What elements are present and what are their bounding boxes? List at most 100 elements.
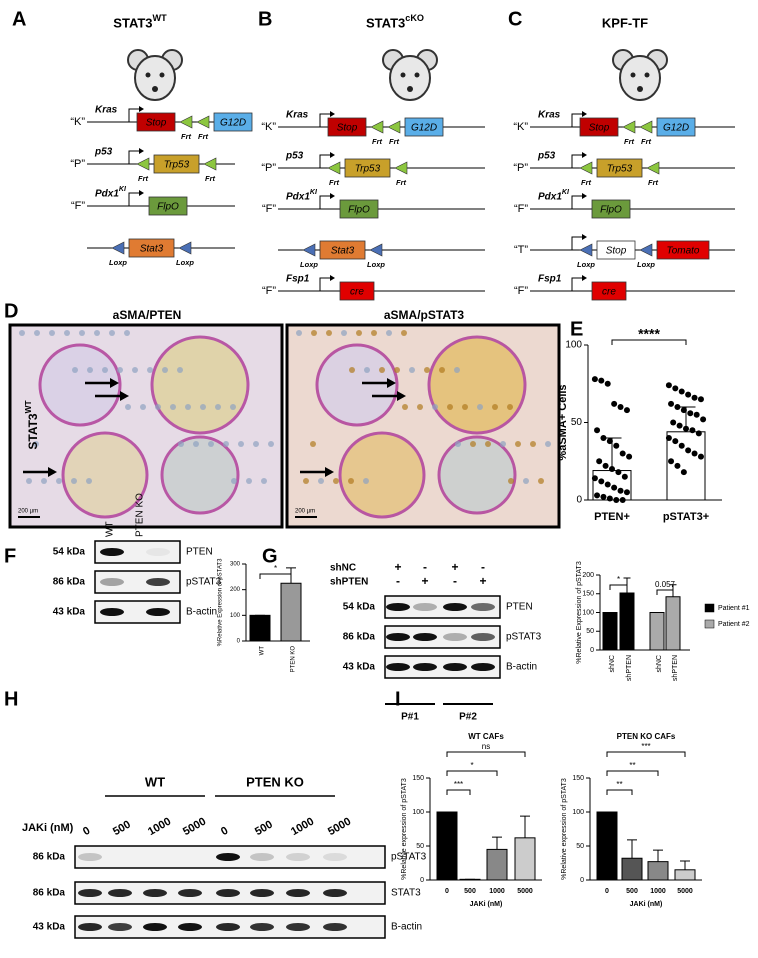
arrowhead [387,378,396,388]
x-tick-label: 500 [464,888,476,895]
nucleus [296,330,302,336]
promoter-arrowhead [582,234,587,240]
arrowhead [48,467,57,477]
x-tick-label: 1000 [489,888,505,895]
band-size: 86 kDa [343,632,376,643]
significance-label: **** [638,326,660,342]
bar [249,614,271,642]
x-tick-label: WT [260,646,266,656]
row-label: “T” [514,244,528,256]
gene-box-label: Tomato [667,246,700,257]
condition-name: shNC [330,563,356,574]
lane-label: 1000 [146,815,173,838]
chart-title: WT CAFs [468,732,504,741]
nucleus [231,478,237,484]
gene-box-label: FlpO [157,202,179,213]
significance-label: * [617,575,620,584]
nucleus [49,330,55,336]
x-tick-label: 5000 [517,888,533,895]
promoter-arrowhead [330,193,335,199]
error-bar [680,860,690,870]
band [386,663,410,671]
promoter-arrow [571,154,582,168]
y-tick-label: 150 [572,775,584,782]
x-tick-label: shPTEN [672,655,679,681]
gene-box [213,112,253,132]
promoter-arrow [571,277,582,291]
gene-box [319,240,366,260]
data-point [691,394,698,401]
data-point [680,407,687,414]
recombination-site [639,120,653,134]
y-tick-label: 0 [237,639,241,645]
x-tick-label: 0 [445,888,449,895]
band [286,889,310,897]
gene-box-label: Trp53 [164,160,190,171]
band [250,889,274,897]
data-point [617,404,624,410]
gene-box [579,117,619,137]
protein-label: STAT3 [391,888,421,899]
gene-box-label: Stop [337,123,358,134]
nucleus [41,478,47,484]
site-label: Loxp [109,258,127,267]
band [146,548,170,556]
nucleus [508,478,514,484]
nucleus [94,330,100,336]
significance-bracket [446,770,498,776]
mouse-nose [407,86,413,92]
bar [649,612,665,651]
gene-box-label: G12D [220,118,246,129]
superscript: KI [119,186,127,193]
data-point [668,400,675,407]
group-label: P#1 [401,712,419,723]
data-point [606,495,613,502]
data-point [602,462,609,469]
x-tick-label: 0 [605,888,609,895]
scale-label: 200 µm [295,509,315,515]
y-tick-label: 100 [582,609,594,616]
promoter-arrowhead [139,190,144,196]
recombination-site [369,243,383,257]
significance-label: ** [616,780,622,789]
recombination-site [327,161,341,175]
data-point [609,466,615,472]
condition-mark: - [453,574,457,588]
site-label: Frt [624,137,635,146]
superscript: KI [562,189,570,196]
gene-box-label: Stop [589,123,610,134]
data-point [680,469,687,476]
panel-letter: D [4,300,18,322]
data-point [676,422,683,429]
panel-letter: C [508,8,522,30]
superscript: WT [23,399,33,413]
band [471,603,495,611]
nucleus [87,367,93,373]
site-label: Frt [198,132,209,141]
band [146,608,170,616]
lane-label: 500 [253,819,275,839]
data-point [678,442,685,449]
y-tick-label: 100 [565,340,582,351]
bar [486,848,508,881]
bar [665,596,681,651]
nucleus [238,441,244,447]
nucleus [363,478,369,484]
data-point [670,419,677,426]
data-point [697,453,704,460]
recombination-site [136,157,150,171]
band [323,853,347,861]
micrograph [8,323,284,529]
gene-box [656,240,710,260]
promoter-arrow [128,192,139,206]
gene-name: p53 [285,151,304,162]
tissue-structure [38,343,122,427]
lane-label: PTEN KO [135,493,146,537]
y-tick-label: 200 [582,572,594,579]
recombination-site [394,161,408,175]
row-label: “P” [261,162,276,174]
condition-name: shPTEN [330,577,368,588]
error-bar [520,815,530,838]
protein-label: pSTAT3 [506,632,542,643]
gene-box-label: Trp53 [607,164,633,175]
